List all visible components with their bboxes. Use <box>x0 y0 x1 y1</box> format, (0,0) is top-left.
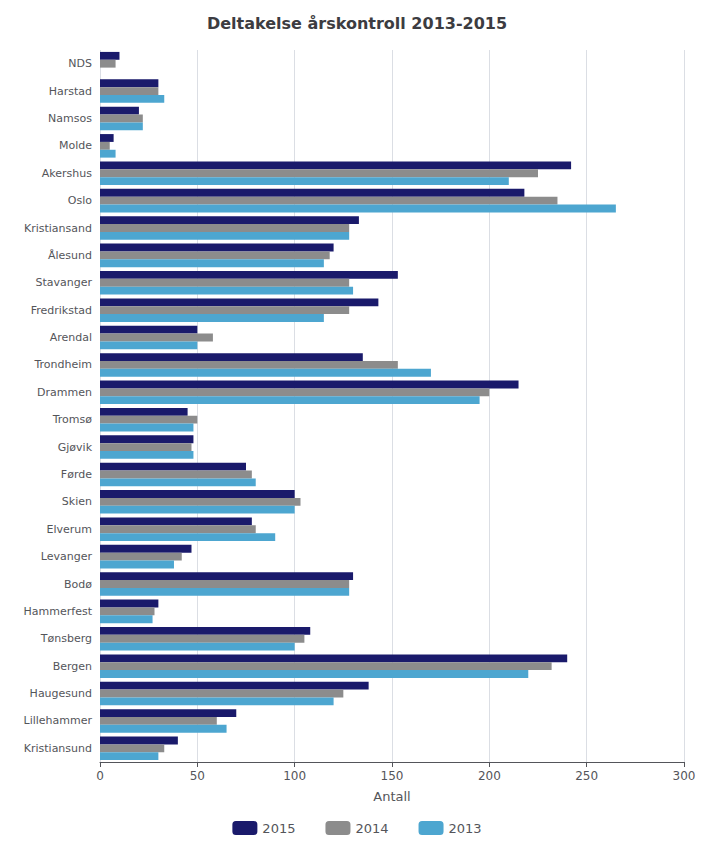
svg-text:Trondheim: Trondheim <box>33 358 92 371</box>
svg-text:Ålesund: Ålesund <box>48 249 92 262</box>
svg-text:100: 100 <box>283 769 306 783</box>
svg-text:200: 200 <box>478 769 501 783</box>
svg-text:2013: 2013 <box>449 821 482 836</box>
svg-text:Haugesund: Haugesund <box>30 687 92 700</box>
svg-text:NDS: NDS <box>68 57 92 70</box>
svg-text:Antall: Antall <box>373 789 410 804</box>
svg-text:2015: 2015 <box>262 821 295 836</box>
svg-text:Deltakelse årskontroll 2013-20: Deltakelse årskontroll 2013-2015 <box>207 14 507 33</box>
svg-text:Bodø: Bodø <box>64 578 92 591</box>
svg-text:Førde: Førde <box>61 468 92 481</box>
svg-text:Skien: Skien <box>62 495 92 508</box>
svg-text:Drammen: Drammen <box>37 386 92 399</box>
svg-text:Fredrikstad: Fredrikstad <box>31 304 92 317</box>
svg-text:50: 50 <box>190 769 205 783</box>
svg-text:300: 300 <box>673 769 696 783</box>
svg-text:Kristiansand: Kristiansand <box>24 222 92 235</box>
svg-text:Lillehammer: Lillehammer <box>24 714 93 727</box>
svg-text:Kristiansund: Kristiansund <box>24 742 92 755</box>
svg-text:Elverum: Elverum <box>47 523 93 536</box>
svg-text:Akershus: Akershus <box>42 167 92 180</box>
svg-text:Namsos: Namsos <box>48 112 92 125</box>
svg-text:2014: 2014 <box>355 821 388 836</box>
svg-text:Arendal: Arendal <box>50 331 92 344</box>
svg-text:Tromsø: Tromsø <box>52 413 93 426</box>
svg-text:250: 250 <box>575 769 598 783</box>
svg-text:Gjøvik: Gjøvik <box>58 441 93 454</box>
svg-text:Harstad: Harstad <box>49 85 92 98</box>
svg-text:Molde: Molde <box>59 139 92 152</box>
svg-text:150: 150 <box>381 769 404 783</box>
svg-text:Stavanger: Stavanger <box>35 276 92 289</box>
svg-text:Bergen: Bergen <box>53 660 92 673</box>
svg-text:Levanger: Levanger <box>41 550 93 563</box>
svg-text:Oslo: Oslo <box>68 194 92 207</box>
svg-text:0: 0 <box>96 769 104 783</box>
svg-text:Tønsberg: Tønsberg <box>40 632 92 645</box>
svg-text:Hammerfest: Hammerfest <box>24 605 93 618</box>
